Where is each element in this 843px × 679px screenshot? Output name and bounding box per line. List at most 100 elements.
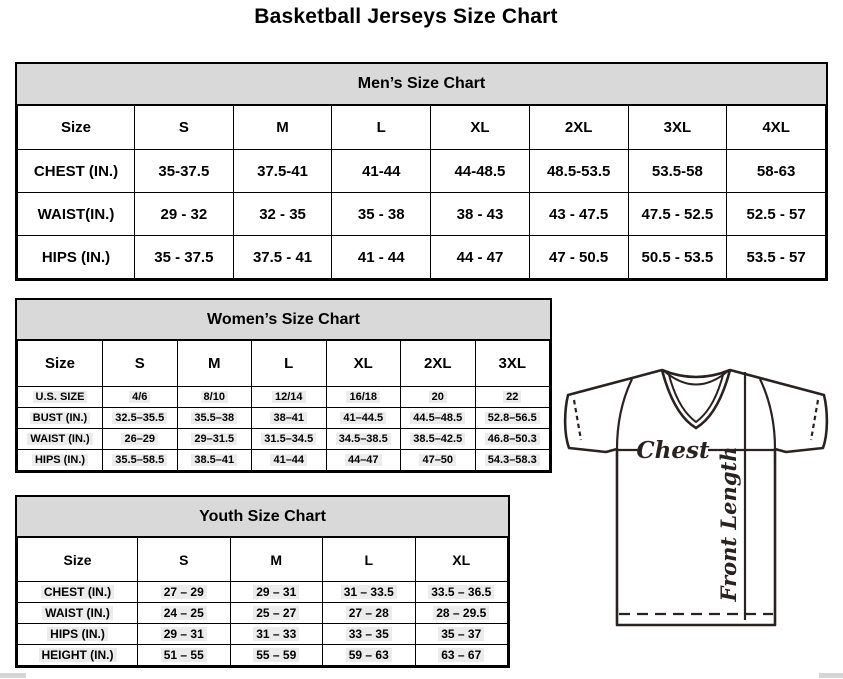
measurement-value-text: 46.8–50.3	[484, 433, 540, 445]
measurement-value-text: 34.5–38.5	[335, 433, 391, 445]
measurement-value: 35 - 38	[331, 192, 432, 236]
front-length-label: Front Length	[716, 447, 741, 603]
size-column-header: M	[229, 537, 323, 582]
measurement-value-text: 22	[503, 391, 522, 403]
measurement-value-text: 33.5 – 36.5	[428, 585, 495, 599]
measurement-value: 46.8–50.3	[474, 428, 550, 450]
jersey-diagram: Chest Front Length	[556, 362, 838, 668]
measurement-value-text: 41–44	[270, 454, 308, 466]
womens-size-table: Women’s Size Chart Size S M L XL 2XL 3XL U.S. S…	[15, 298, 552, 473]
measurement-label-text: HIPS (IN.)	[47, 627, 108, 641]
measurement-value-text: 52.8–56.5	[484, 412, 540, 424]
measurement-value-text: 12/14	[271, 391, 306, 403]
measurement-value: 25 – 27	[229, 602, 323, 624]
collar-inner-trim	[667, 370, 725, 424]
measurement-value-text: 33 – 35	[345, 627, 392, 641]
measurement-label: CHEST (IN.)	[17, 149, 135, 193]
measurement-value-text: 47–50	[419, 454, 457, 466]
size-column-header: 2XL	[400, 340, 476, 387]
measurement-value: 44–47	[325, 449, 401, 471]
measurement-label-text: WAIST (IN.)	[27, 433, 93, 445]
measurement-value: 51 – 55	[137, 644, 231, 666]
measurement-label: HIPS (IN.)	[17, 449, 103, 471]
measurement-value: 32.5–35.5	[102, 407, 178, 429]
measurement-row: HIPS (IN.) 35.5–58.5 38.5–41 41–44 44–47 47–5…	[17, 449, 550, 471]
measurement-value-text: 32 - 35	[259, 205, 306, 223]
measurement-value-text: 44 - 47	[456, 248, 504, 266]
measurement-row: HIPS (IN.) 35 - 37.5 37.5 - 41 41 - 44 44 - …	[17, 235, 826, 279]
size-column-header: XL	[430, 105, 530, 150]
size-column-header: XL	[325, 340, 401, 387]
jersey-measurement-illustration: Chest Front Length	[563, 368, 829, 627]
measurement-label-text: WAIST(IN.)	[37, 205, 115, 223]
measurement-value-text: 35.5–38	[191, 412, 238, 424]
measurement-value-text: 26–29	[121, 433, 159, 445]
measurement-value-text: 58-63	[756, 162, 796, 180]
left-sleeve-seam	[615, 378, 633, 450]
measurement-value: 52.8–56.5	[474, 407, 550, 429]
measurement-label: BUST (IN.)	[17, 407, 103, 429]
size-column-header: 4XL	[726, 105, 826, 150]
measurement-value-text: 32.5–35.5	[112, 412, 168, 424]
measurement-value: 32 - 35	[232, 192, 333, 236]
measurement-row: WAIST (IN.) 26–29 29–31.5 31.5–34.5 34.5–38.…	[17, 428, 550, 450]
measurement-label: WAIST(IN.)	[17, 192, 135, 236]
mens-size-table: Men’s Size Chart Size S M L XL 2XL 3XL 4XL CHEST…	[15, 62, 828, 281]
womens-table-title: Women’s Size Chart	[17, 300, 550, 340]
measurement-row: CHEST (IN.) 27 – 29 29 – 31 31 – 33.5 33.5 –…	[17, 581, 508, 603]
size-column-header: XL	[414, 537, 508, 582]
size-header-row: Size S M L XL 2XL 3XL 4XL	[17, 105, 826, 150]
measurement-row: HIPS (IN.) 29 – 31 31 – 33 33 – 35 35 – 37	[17, 623, 508, 645]
measurement-value-text: 41–44.5	[340, 412, 387, 424]
measurement-value: 35.5–38	[176, 407, 252, 429]
measurement-value: 50.5 - 53.5	[627, 235, 728, 279]
collar-back-scoop	[663, 370, 729, 386]
measurement-label: HIPS (IN.)	[17, 623, 138, 645]
size-column-header: L	[322, 537, 416, 582]
horizontal-scrollbar-right-stub[interactable]	[819, 673, 843, 678]
size-column-header: M	[176, 340, 252, 387]
measurement-value: 41–44.5	[325, 407, 401, 429]
measurement-value: 12/14	[251, 386, 327, 408]
measurement-label: HEIGHT (IN.)	[17, 644, 138, 666]
measurement-value: 35 - 37.5	[134, 235, 234, 279]
measurement-value: 38.5–42.5	[400, 428, 476, 450]
measurement-value-text: 38 - 43	[456, 205, 504, 223]
measurement-label-text: CHEST (IN.)	[40, 585, 115, 599]
measurement-value: 52.5 - 57	[726, 192, 826, 236]
measurement-value-text: 55 – 59	[253, 648, 300, 662]
measurement-value-text: 53.5 - 57	[746, 248, 806, 266]
measurement-value-text: 16/18	[346, 391, 381, 403]
measurement-value: 31.5–34.5	[251, 428, 327, 450]
measurement-label: CHEST (IN.)	[17, 581, 138, 603]
horizontal-scrollbar-left-stub[interactable]	[0, 673, 26, 678]
youth-table-title: Youth Size Chart	[17, 497, 508, 537]
measurement-value: 26–29	[102, 428, 178, 450]
size-column-header: 2XL	[528, 105, 629, 150]
size-column-header: S	[102, 340, 178, 387]
measurement-value: 35 – 37	[414, 623, 508, 645]
measurement-value-text: 38–41	[270, 412, 308, 424]
mens-table-grid: Size S M L XL 2XL 3XL 4XL CHEST (IN.) 35-37.5 37.5…	[17, 105, 826, 279]
measurement-value: 44-48.5	[430, 149, 530, 193]
size-header-row: Size S M L XL	[17, 537, 508, 582]
measurement-value: 47 - 50.5	[528, 235, 629, 279]
measurement-value: 63 – 67	[414, 644, 508, 666]
measurement-value: 35.5–58.5	[102, 449, 178, 471]
measurement-value: 38 - 43	[430, 192, 530, 236]
measurement-label: WAIST (IN.)	[17, 428, 103, 450]
measurement-value-text: 4/6	[129, 391, 151, 403]
measurement-value-text: 53.5-58	[651, 162, 703, 180]
measurement-value-text: 29 - 32	[160, 205, 208, 223]
measurement-row: HEIGHT (IN.) 51 – 55 55 – 59 59 – 63 63 – 67	[17, 644, 508, 666]
size-column-header: Size	[17, 537, 138, 582]
measurement-value-text: 27 – 28	[345, 606, 392, 620]
measurement-value: 38.5–41	[176, 449, 252, 471]
measurement-value-text: 59 – 63	[345, 648, 392, 662]
measurement-value-text: 37.5 - 41	[252, 248, 313, 266]
measurement-value: 55 – 59	[229, 644, 323, 666]
measurement-label: WAIST (IN.)	[17, 602, 138, 624]
size-column-header: 3XL	[474, 340, 550, 387]
measurement-label-text: U.S. SIZE	[32, 391, 88, 403]
